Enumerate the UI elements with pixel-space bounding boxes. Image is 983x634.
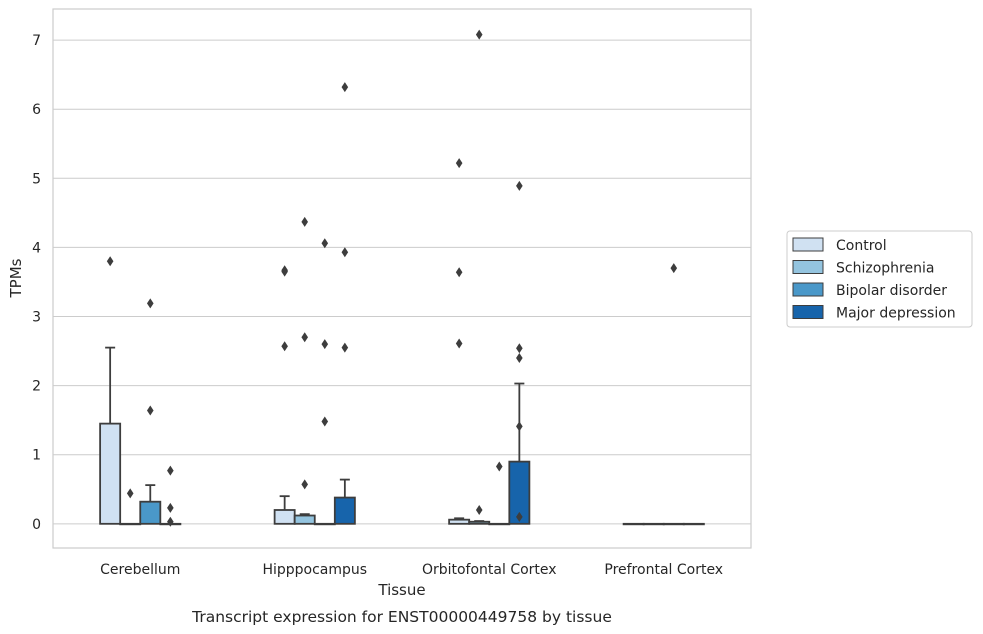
outlier-point [281, 341, 288, 352]
outlier-point [301, 479, 309, 490]
outlier-point [301, 332, 309, 343]
bar [273, 509, 296, 525]
outlier-point [301, 216, 309, 227]
bar [468, 520, 491, 525]
outlier-point [146, 298, 154, 309]
bar [293, 514, 316, 525]
x-tick-label: Orbitofontal Cortex [422, 562, 557, 578]
legend-label: Bipolar disorder [836, 283, 947, 299]
legend-label: Major depression [836, 306, 956, 322]
y-tick-labels: 0 1 2 3 4 5 6 7 [32, 33, 41, 533]
bar [99, 422, 122, 525]
outlier-point [321, 238, 329, 249]
outlier-point [516, 352, 523, 363]
x-tick-label: Prefrontal Cortex [604, 562, 723, 578]
outlier-point [167, 502, 174, 513]
outlier-point [516, 180, 523, 191]
x-tick-label: Cerebellum [100, 562, 180, 578]
plot-frame [52, 8, 752, 549]
bar [119, 522, 142, 526]
y-tick-label: 5 [32, 171, 41, 187]
outlier-point [475, 504, 483, 515]
legend-frame [786, 230, 973, 328]
bar [622, 522, 645, 526]
y-tick-label: 3 [32, 310, 41, 326]
bars [99, 422, 705, 526]
outlier-point [281, 266, 288, 277]
legend-label: Schizophrenia [836, 261, 934, 277]
legend-swatch [792, 237, 824, 252]
outlier-point [670, 263, 678, 274]
outlier-point [516, 421, 523, 432]
outlier-point [341, 342, 349, 353]
bar [488, 522, 511, 526]
y-tick-label: 6 [32, 102, 41, 118]
y-axis-label: TPMs [7, 258, 25, 298]
outlier-point [167, 465, 174, 476]
outlier-point [516, 343, 523, 354]
x-axis-label: Tissue [377, 581, 425, 599]
outlier-point [321, 339, 329, 350]
x-tick-label: Hipppocampus [262, 562, 367, 578]
outlier-points [106, 29, 678, 527]
gridlines [53, 39, 751, 525]
y-tick-label: 7 [32, 33, 41, 49]
outlier-point [341, 247, 349, 258]
bar [642, 522, 665, 526]
legend-label: Control [836, 238, 887, 254]
bar [313, 522, 336, 526]
outlier-point [455, 158, 463, 169]
y-tick-label: 0 [32, 517, 41, 533]
y-tick-label: 4 [32, 240, 41, 256]
outlier-point [516, 511, 523, 522]
outlier-point [495, 461, 503, 472]
bar [139, 500, 162, 525]
outlier-point [321, 416, 329, 427]
outlier-point [475, 29, 483, 40]
y-tick-label: 1 [32, 448, 41, 464]
legend-swatch [792, 305, 824, 319]
bar [682, 522, 705, 526]
figure-caption: Transcript expression for ENST0000044975… [191, 608, 612, 626]
legend-swatch [792, 260, 824, 274]
outlier-point [341, 82, 349, 93]
legend-swatch [792, 282, 824, 297]
bar [662, 522, 685, 526]
outlier-point [455, 267, 463, 278]
error-bars [105, 346, 525, 522]
outlier-point [455, 338, 463, 349]
outlier-point [146, 405, 154, 416]
bar [333, 496, 356, 525]
outlier-point [106, 256, 114, 267]
outlier-point [126, 488, 134, 499]
y-tick-label: 2 [32, 379, 41, 395]
legend: Control Schizophrenia Bipolar disorder Majo… [786, 230, 973, 328]
x-tick-labels: Cerebellum Hipppocampus Orbitofontal Corte… [100, 562, 723, 578]
outlier-point [167, 516, 174, 527]
bar [448, 518, 471, 525]
